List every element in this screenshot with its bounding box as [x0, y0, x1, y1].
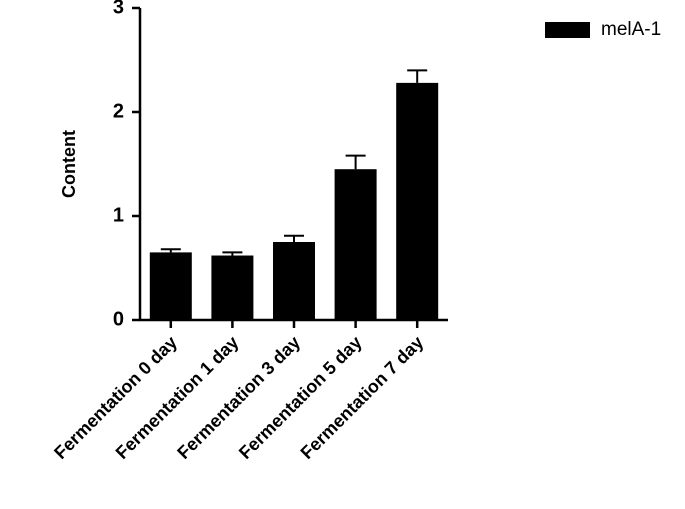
bar	[149, 252, 192, 320]
x-tick-label: Fermentation 1 day	[112, 332, 243, 463]
bar	[211, 255, 254, 320]
x-tick-label: Fermentation 0 day	[50, 332, 181, 463]
x-tick-label: Fermentation 3 day	[173, 332, 304, 463]
x-tick-label: Fermentation 5 day	[235, 332, 366, 463]
legend-label: melA-1	[601, 19, 661, 40]
x-tick-label: Fermentation 7 day	[297, 332, 428, 463]
y-tick-label: 0	[113, 308, 124, 330]
y-tick-label: 1	[113, 204, 124, 226]
bar	[334, 169, 377, 320]
bar	[396, 82, 439, 320]
bar	[273, 242, 315, 320]
y-tick-label: 3	[113, 0, 124, 18]
y-tick-label: 2	[113, 100, 124, 122]
legend-swatch	[545, 22, 590, 38]
y-axis-label: Content	[59, 130, 79, 198]
